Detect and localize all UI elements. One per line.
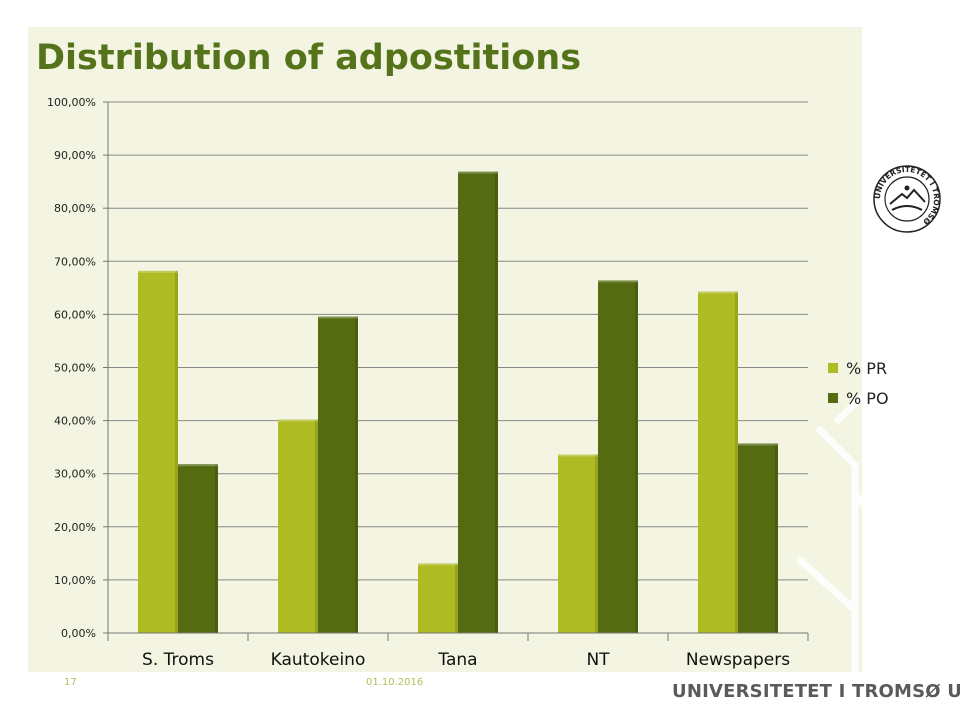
- y-tick-label: 30,00%: [54, 468, 96, 481]
- decorative-branch-graphic: [796, 316, 934, 672]
- y-tick-label: 80,00%: [54, 202, 96, 215]
- bar-highlight: [698, 291, 738, 294]
- slide-title: Distribution of adpostitions: [36, 38, 582, 78]
- bar-highlight: [738, 443, 778, 446]
- y-tick-label: 50,00%: [54, 362, 96, 375]
- bar-po-4: [738, 443, 778, 633]
- legend-label-po: % PO: [846, 389, 889, 408]
- bar-po-0: [178, 464, 218, 633]
- bar-highlight: [558, 454, 598, 457]
- bar-pr-3: [558, 454, 598, 633]
- x-tick-label: NT: [586, 650, 610, 670]
- bar-pr-2: [418, 563, 458, 633]
- bar-shade: [455, 563, 458, 633]
- y-tick-label: 100,00%: [47, 96, 96, 109]
- chart-legend: % PR % PO: [828, 359, 889, 408]
- svg-text:UNIVERSITETET I TROMSØ: UNIVERSITETET I TROMSØ: [873, 165, 941, 227]
- university-seal-logo: UNIVERSITETET I TROMSØ: [873, 165, 941, 233]
- x-axis-labels: S. Troms Kautokeino Tana NT Newspapers: [142, 650, 790, 670]
- bar-pr-0: [138, 270, 178, 633]
- x-tick-label: Newspapers: [686, 650, 790, 670]
- legend-label-pr: % PR: [846, 359, 887, 378]
- x-tick-label: Tana: [437, 650, 477, 670]
- university-brand-text: UNIVERSITETET I TROMSØ UiT: [672, 681, 960, 702]
- bar-highlight: [418, 563, 458, 566]
- y-tick-label: 0,00%: [61, 627, 96, 640]
- bar-shade: [315, 419, 318, 633]
- bar-shade: [595, 454, 598, 633]
- bar-shade: [735, 291, 738, 633]
- bar-pr-1: [278, 419, 318, 633]
- chart-axes: [103, 101, 809, 641]
- y-tick-label: 10,00%: [54, 574, 96, 587]
- y-tick-label: 70,00%: [54, 255, 96, 268]
- bar-po-2: [458, 171, 498, 633]
- bar-po-1: [318, 316, 358, 633]
- bar-pr-4: [698, 291, 738, 633]
- y-tick-label: 60,00%: [54, 308, 96, 321]
- bar-shade: [355, 316, 358, 633]
- bar-highlight: [278, 419, 318, 422]
- bar-highlight: [178, 464, 218, 467]
- x-tick-label: Kautokeino: [271, 650, 366, 670]
- legend-swatch-po: [828, 393, 838, 403]
- bar-shade: [215, 464, 218, 633]
- chart-bars: [138, 171, 778, 633]
- bar-highlight: [598, 280, 638, 283]
- seal-text: UNIVERSITETET I TROMSØ: [873, 165, 941, 227]
- y-tick-label: 90,00%: [54, 149, 96, 162]
- slide-date: 01.10.2016: [366, 677, 424, 688]
- bar-highlight: [458, 171, 498, 174]
- y-tick-label: 20,00%: [54, 521, 96, 534]
- y-axis-ticks: 0,00% 10,00% 20,00% 30,00% 40,00% 50,00% 60,00…: [47, 96, 96, 640]
- bar-po-3: [598, 280, 638, 633]
- legend-swatch-pr: [828, 363, 838, 373]
- bar-shade: [495, 171, 498, 633]
- bar-highlight: [318, 316, 358, 319]
- bar-highlight: [138, 270, 178, 273]
- y-tick-label: 40,00%: [54, 415, 96, 428]
- x-tick-label: S. Troms: [142, 650, 214, 670]
- bar-shade: [175, 270, 178, 633]
- page-number: 17: [64, 677, 77, 688]
- bar-shade: [775, 443, 778, 633]
- bar-shade: [635, 280, 638, 633]
